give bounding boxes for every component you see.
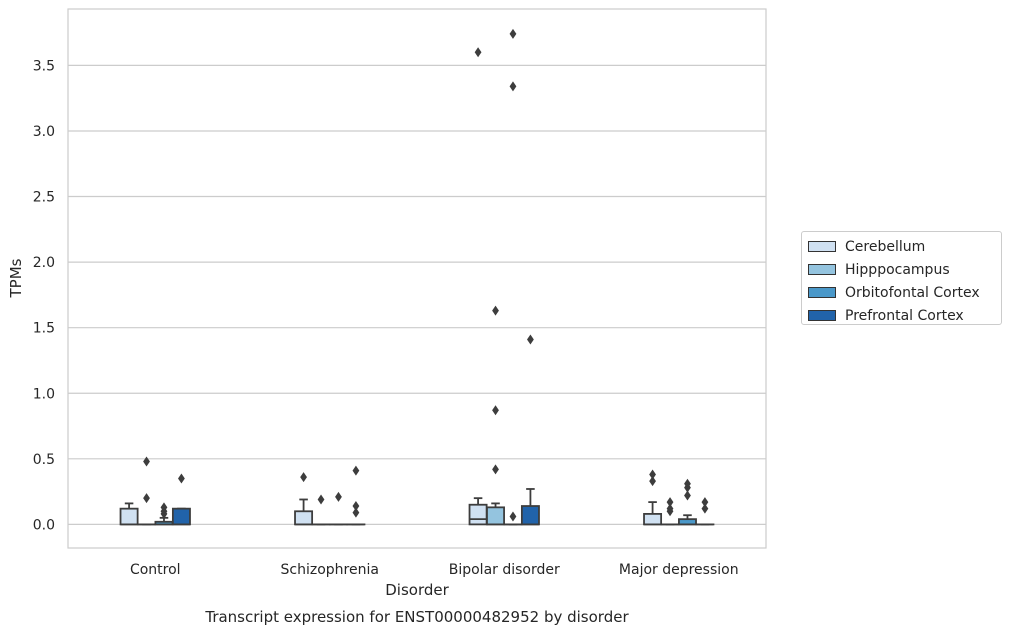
y-tick-label: 3.0 [33,124,55,140]
legend: Cerebellum Hipppocampus Orbitofontal Cor… [801,231,1002,325]
box-plot-item [346,465,366,526]
outlier-point [492,305,499,316]
box [468,503,488,526]
outlier-point [300,472,307,483]
outlier-point [352,501,360,512]
legend-label: Hipppocampus [845,261,950,278]
box-plot-item [329,491,348,526]
x-tick-labels: Control Schizophrenia Bipolar disorder Majo… [130,562,739,578]
outlier-point [509,81,517,92]
box [294,510,314,526]
legend-swatch-prefrontal-cortex [808,310,836,321]
plot-frame [67,8,767,549]
box [520,505,540,526]
outlier-point [143,456,150,467]
outlier-point [178,473,185,484]
y-tick-label: 0.5 [33,452,55,468]
box-plot-item [171,473,191,526]
box [119,507,139,526]
box-plot-item [294,472,314,526]
outlier-point [317,494,325,505]
outlier-point [492,405,499,416]
y-tick-label: 2.5 [33,190,55,206]
outlier-point [474,47,482,58]
legend-item-prefrontal-cortex: Prefrontal Cortex [808,304,1001,327]
outlier-point [492,464,499,475]
outlier-point [649,469,656,480]
x-tick-label: Control [130,562,181,578]
outlier-point [701,503,709,514]
legend-label: Cerebellum [845,238,926,255]
box-plot-item [119,502,139,526]
x-axis-label: Disorder [385,581,449,599]
y-tick-label: 3.5 [33,58,55,74]
y-axis-label: TPMs [7,258,25,298]
box [486,506,505,526]
legend-swatch-orbitofrontal-cortex [808,287,836,298]
boxes [119,28,715,526]
outlier-point [160,502,168,513]
box-plot-item [520,334,540,526]
outlier-point [701,497,709,508]
outlier-point [527,334,534,345]
x-tick-label: Major depression [619,562,739,578]
y-tick-label: 2.0 [33,255,55,271]
y-tick-label: 1.5 [33,321,55,337]
legend-label: Prefrontal Cortex [845,307,964,324]
y-tick-label: 0.0 [33,517,55,533]
outlier-point [684,490,691,501]
outlier-point [352,507,360,518]
box-plot-item [468,47,488,526]
legend-swatch-cerebellum [808,241,836,252]
outlier-point [509,511,517,522]
outlier-point [509,28,517,39]
box-plot-item [154,502,174,526]
x-tick-label: Schizophrenia [281,562,379,578]
legend-item-orbitofrontal-cortex: Orbitofontal Cortex [808,281,1001,304]
outlier-point [649,476,656,487]
box-plot-item [643,469,663,526]
outlier-point [666,497,674,508]
box-plot-item [695,497,715,526]
box-plot-item [503,28,523,526]
outlier-point [684,478,691,489]
box-plot-item [486,305,505,526]
legend-item-cerebellum: Cerebellum [808,235,1001,258]
legend-item-hippocampus: Hipppocampus [808,258,1001,281]
box-plot-item [660,497,680,526]
box-plot-item [137,456,156,526]
outlier-point [352,465,360,476]
box-plot-item [311,494,331,526]
x-tick-label: Bipolar disorder [449,562,560,578]
outlier-point [666,503,674,514]
legend-swatch-hippocampus [808,264,836,275]
legend-label: Orbitofontal Cortex [845,284,980,301]
outlier-point [335,491,342,502]
box [171,507,191,526]
gridlines [68,64,766,525]
chart-caption: Transcript expression for ENST0000048295… [204,608,629,626]
box [643,513,663,526]
outlier-point [143,493,150,504]
y-tick-labels: 0.0 0.5 1.0 1.5 2.0 2.5 3.0 3.5 [33,58,55,533]
y-tick-label: 1.0 [33,386,55,402]
box-plot-item [678,478,697,526]
